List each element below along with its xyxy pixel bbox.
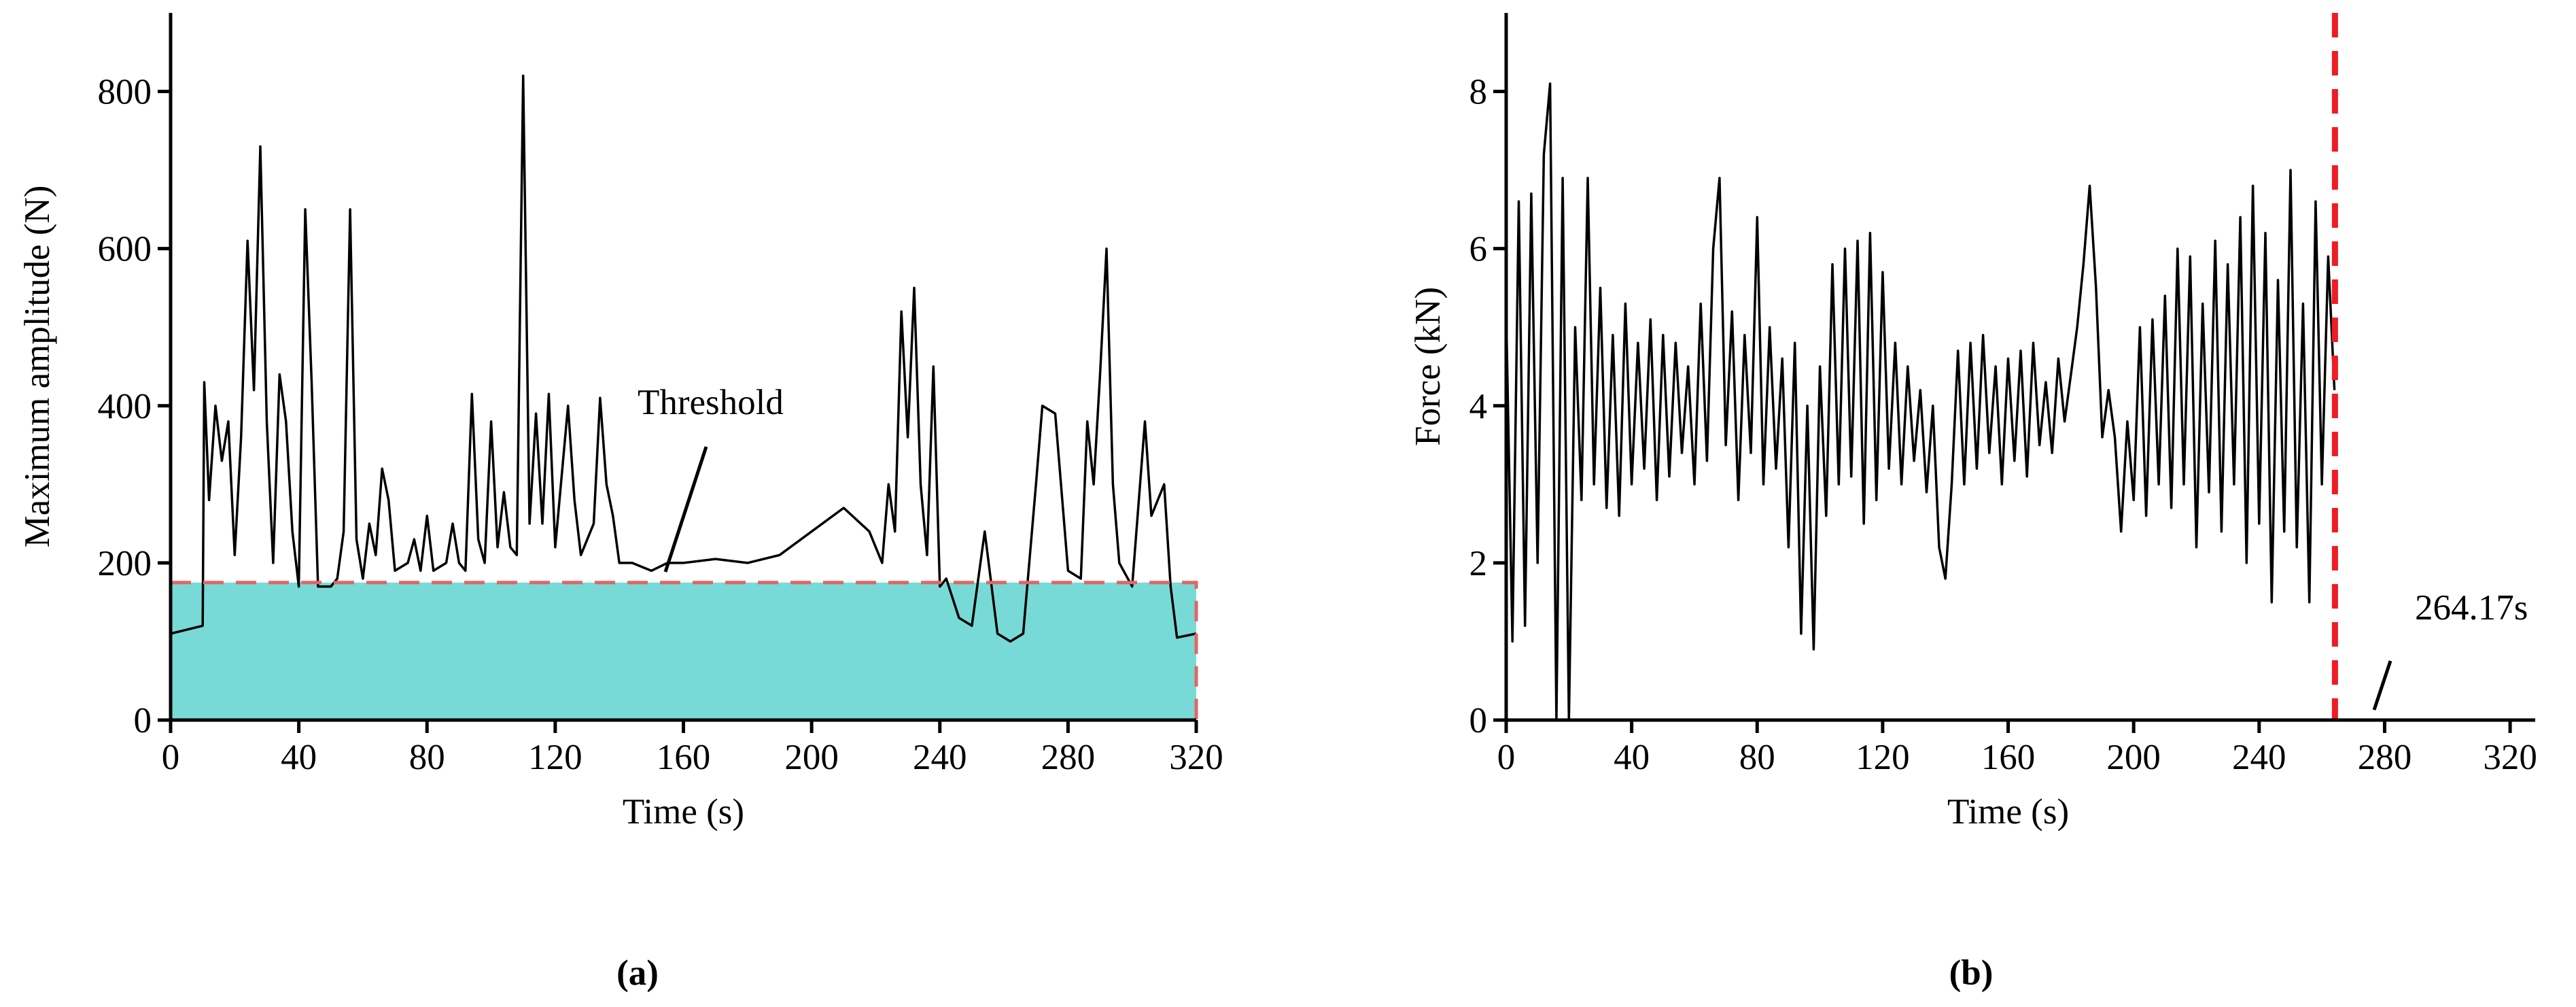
y-tick-label: 0 (1469, 701, 1488, 740)
data-line (1505, 82, 2336, 721)
y-tick-label: 6 (1469, 230, 1488, 269)
threshold-region (171, 582, 1196, 720)
x-tick-label: 200 (784, 738, 839, 777)
x-tick-label: 280 (2358, 738, 2412, 777)
y-tick-label: 0 (134, 701, 152, 740)
y-axis-title: Force (kN) (1408, 287, 1448, 446)
x-axis-title: Time (s) (1947, 792, 2069, 832)
x-tick-label: 200 (2106, 738, 2161, 777)
x-tick-label: 240 (913, 738, 967, 777)
y-tick-label: 400 (98, 387, 152, 426)
y-tick-label: 200 (98, 544, 152, 583)
threshold-label: Threshold (638, 383, 784, 422)
y-axis-title: Maximum amplitude (N) (18, 186, 57, 548)
threshold-line (171, 581, 1198, 720)
marker-label: 264.17s (2415, 588, 2528, 628)
annotation-leader (2372, 660, 2392, 711)
panel-label: (a) (616, 953, 659, 993)
x-tick-label: 0 (1497, 738, 1516, 777)
x-axis-title: Time (s) (623, 792, 744, 832)
x-tick-label: 40 (1614, 738, 1650, 777)
y-tick-label: 600 (98, 230, 152, 269)
annotation-leader (663, 446, 708, 573)
x-tick-label: 80 (1739, 738, 1775, 777)
x-tick-label: 320 (1169, 738, 1223, 777)
x-tick-label: 160 (657, 738, 711, 777)
data-line (170, 74, 1197, 643)
x-tick-label: 120 (1856, 738, 1910, 777)
y-tick-label: 800 (98, 73, 152, 112)
y-tick-label: 8 (1469, 73, 1488, 112)
x-tick-label: 280 (1041, 738, 1096, 777)
y-tick-label: 4 (1469, 387, 1488, 426)
x-tick-label: 160 (1981, 738, 2036, 777)
x-tick-label: 0 (162, 738, 180, 777)
y-tick-label: 2 (1469, 544, 1488, 583)
x-tick-label: 320 (2483, 738, 2537, 777)
x-tick-label: 120 (528, 738, 582, 777)
x-tick-label: 40 (281, 738, 317, 777)
x-tick-label: 240 (2232, 738, 2286, 777)
panel-label: (b) (1949, 953, 1994, 993)
x-tick-label: 80 (409, 738, 445, 777)
